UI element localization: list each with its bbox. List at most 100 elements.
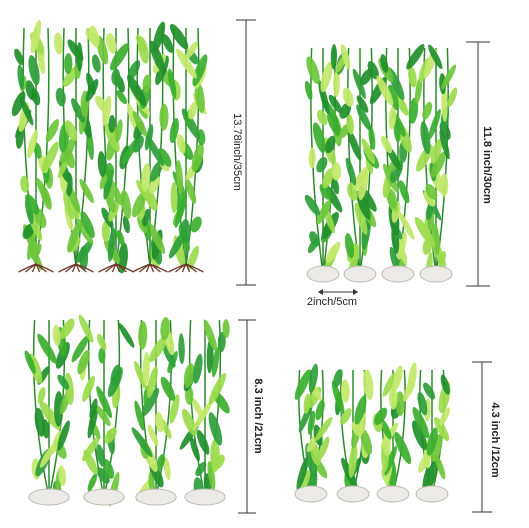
leaf — [34, 407, 46, 437]
leaf — [94, 95, 108, 112]
plant — [372, 365, 414, 503]
plant — [54, 27, 99, 273]
leaf — [132, 135, 144, 153]
leaf — [64, 120, 78, 142]
leaf — [354, 395, 367, 425]
leaf — [315, 417, 333, 441]
leaf — [333, 369, 343, 388]
leaf — [380, 135, 393, 154]
leaf — [149, 159, 164, 182]
leaf — [176, 134, 186, 154]
leaf — [187, 245, 200, 271]
leaf — [64, 53, 73, 74]
leaf — [331, 175, 340, 195]
plant — [304, 44, 346, 283]
leaf — [54, 32, 63, 55]
leaf — [208, 412, 223, 446]
leaf — [304, 80, 313, 101]
leaf — [342, 87, 354, 107]
leaf — [37, 387, 46, 404]
leaf — [333, 70, 341, 98]
leaf — [147, 221, 166, 254]
leaf — [155, 412, 165, 433]
leaf — [118, 323, 135, 348]
plant — [162, 23, 208, 273]
leaf — [308, 147, 316, 169]
leaf — [97, 151, 107, 178]
leaf — [434, 416, 450, 442]
leaf — [308, 363, 319, 393]
leaf — [169, 394, 180, 424]
leaf — [303, 393, 311, 414]
leaf — [178, 333, 185, 365]
plant — [407, 362, 451, 503]
leaf — [191, 143, 204, 172]
leaf — [394, 431, 412, 465]
leaf — [91, 54, 101, 73]
leaf — [331, 162, 342, 181]
leaf — [296, 456, 309, 491]
leaf — [101, 207, 114, 228]
leaf — [414, 216, 436, 248]
leaf — [156, 454, 166, 471]
leaf — [175, 159, 184, 196]
height-label: 11.8 inch/30cm — [481, 126, 493, 204]
leaf — [439, 407, 451, 426]
leaf — [339, 102, 352, 119]
leaf — [376, 75, 394, 106]
plant — [331, 369, 374, 503]
leaf — [152, 21, 166, 52]
leaf — [374, 407, 388, 426]
leaf — [17, 64, 25, 90]
leaf — [353, 166, 370, 191]
leaf — [435, 454, 446, 480]
leaf — [76, 239, 93, 263]
leaf — [87, 473, 98, 492]
leaf — [363, 369, 374, 400]
leaf — [325, 241, 341, 264]
leaf — [316, 199, 332, 225]
leaf — [148, 335, 168, 363]
leaf — [222, 319, 230, 339]
plant-base — [306, 265, 340, 283]
leaf — [62, 67, 78, 87]
leaf — [340, 408, 352, 425]
leaf — [137, 215, 148, 234]
leaf — [367, 61, 379, 80]
leaf — [96, 444, 106, 467]
leaf — [57, 374, 70, 390]
leaf — [319, 183, 332, 200]
dimension-line — [466, 41, 490, 287]
height-label: 13.78inch/35cm — [231, 113, 243, 191]
leaf — [25, 194, 40, 215]
leaf — [105, 162, 115, 179]
leaf — [169, 118, 179, 144]
root — [185, 263, 204, 273]
height-label: 4.3 inch /12cm — [489, 402, 501, 477]
leaf — [108, 114, 116, 133]
root — [149, 263, 168, 273]
leaf — [142, 352, 150, 386]
leaf — [368, 125, 376, 150]
plant — [11, 20, 60, 273]
leaf — [217, 331, 226, 353]
plant — [376, 44, 425, 283]
leaf — [60, 318, 75, 339]
plant-base — [83, 488, 125, 506]
leaf — [428, 44, 443, 70]
leaf — [103, 459, 115, 479]
leaf — [77, 349, 90, 375]
leaf — [30, 20, 42, 54]
leaf — [447, 87, 458, 107]
leaf — [78, 314, 94, 343]
plant-base — [294, 485, 328, 503]
leaf — [55, 87, 66, 107]
dimension-line — [472, 361, 492, 513]
leaf — [111, 68, 121, 86]
leaf — [430, 151, 446, 178]
leaf — [134, 361, 148, 390]
leaf — [386, 188, 398, 209]
leaf — [146, 135, 164, 166]
leaf — [310, 443, 322, 466]
leaf — [354, 202, 368, 235]
